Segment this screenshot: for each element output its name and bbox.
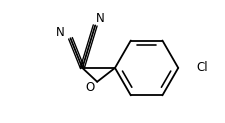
Text: O: O <box>86 81 95 94</box>
Text: N: N <box>56 26 65 39</box>
Text: N: N <box>96 12 105 25</box>
Text: Cl: Cl <box>196 61 208 74</box>
